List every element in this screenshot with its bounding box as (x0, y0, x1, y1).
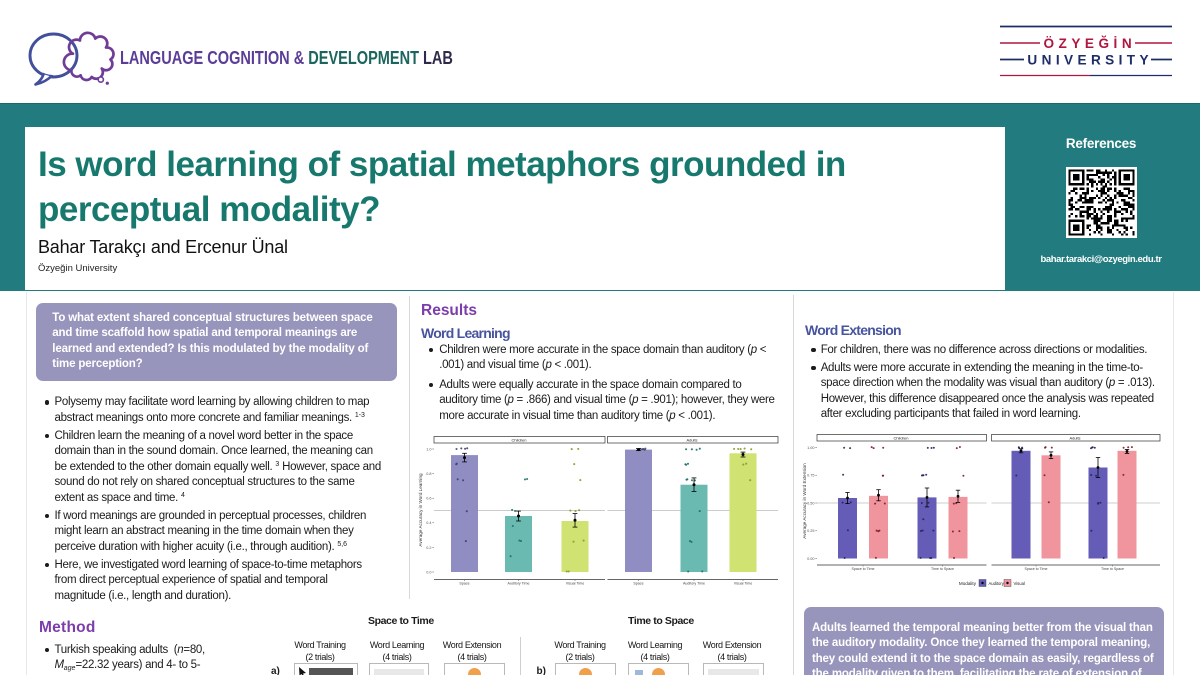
svg-text:Space to Time: Space to Time (1025, 567, 1048, 571)
svg-text:0.75: 0.75 (807, 474, 814, 478)
svg-text:Visual: Visual (1014, 581, 1025, 586)
svg-text:UNIVERSITY: UNIVERSITY (1027, 53, 1153, 68)
svg-text:0.50: 0.50 (807, 501, 814, 505)
svg-text:0.6: 0.6 (426, 497, 431, 501)
svg-text:Visual Time: Visual Time (734, 582, 753, 586)
svg-text:Average Accuracy in Word Exten: Average Accuracy in Word Extension (802, 463, 807, 539)
svg-text:Space to Time: Space to Time (852, 567, 875, 571)
svg-text:Adults: Adults (686, 438, 697, 443)
svg-text:Space: Space (459, 582, 469, 586)
svg-text:0.0: 0.0 (426, 570, 431, 574)
svg-text:Visual Time: Visual Time (566, 582, 585, 586)
svg-text:Auditory Time: Auditory Time (508, 582, 530, 586)
svg-text:Children: Children (512, 438, 527, 443)
svg-text:0.2: 0.2 (426, 546, 431, 550)
svg-text:0.25: 0.25 (807, 529, 814, 533)
svg-text:0.4: 0.4 (426, 521, 431, 525)
svg-text:ÖZYEĞİN: ÖZYEĞİN (1043, 36, 1136, 51)
svg-text:Modality: Modality (959, 581, 977, 586)
svg-text:0.00: 0.00 (807, 557, 814, 561)
svg-text:1.0: 1.0 (426, 447, 431, 451)
svg-text:0.8: 0.8 (426, 472, 431, 476)
svg-text:Auditory: Auditory (989, 581, 1005, 586)
svg-text:Adults: Adults (1069, 436, 1080, 441)
svg-text:Time to Space: Time to Space (931, 567, 954, 571)
svg-text:Auditory Time: Auditory Time (683, 582, 705, 586)
svg-text:Space: Space (633, 582, 643, 586)
svg-text:Children: Children (894, 436, 909, 441)
svg-text:Average Accuracy in Word Learn: Average Accuracy in Word Learning (418, 473, 423, 547)
svg-text:Time to Space: Time to Space (1101, 567, 1124, 571)
svg-text:1.00: 1.00 (807, 446, 814, 450)
